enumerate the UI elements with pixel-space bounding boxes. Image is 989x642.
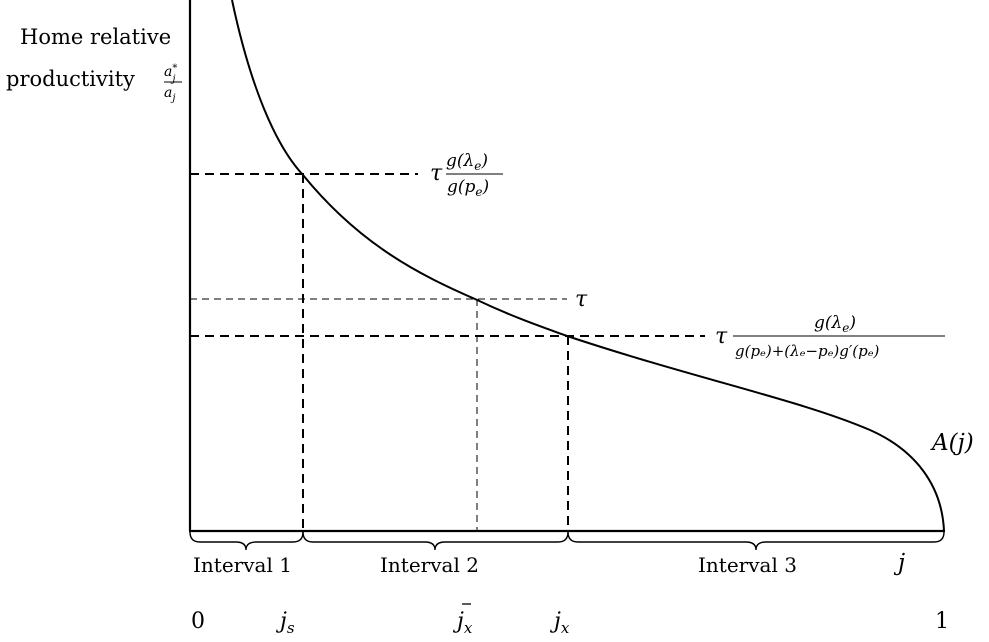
a-j-curve xyxy=(231,0,945,532)
curve-label: A(j) xyxy=(930,430,974,456)
lower-numerator: g(λe) xyxy=(814,313,856,335)
interval-3-brace xyxy=(567,531,945,551)
tick-one: 1 xyxy=(935,609,949,634)
upper-tau: τ xyxy=(430,161,443,186)
upper-denominator: g(pe) xyxy=(447,177,489,199)
middle-tau: τ xyxy=(575,287,588,312)
ratio-denominator: aj xyxy=(164,85,175,104)
ratio-numerator: a* j xyxy=(164,63,177,85)
tick-jx: jx xyxy=(549,609,570,637)
y-axis-label-line1: Home relative xyxy=(20,25,171,49)
lower-denominator: g(pₑ)+(λₑ−pₑ)g′(pₑ) xyxy=(735,342,880,360)
tick-jbar: jx xyxy=(452,603,473,637)
interval-2-label: Interval 2 xyxy=(380,553,479,577)
interval-2-brace xyxy=(302,531,569,551)
lower-threshold-label: τ g(λe) g(pₑ)+(λₑ−pₑ)g′(pₑ) xyxy=(715,313,945,360)
interval-3-label: Interval 3 xyxy=(698,553,797,577)
upper-threshold-label: τ g(λe) g(pe) xyxy=(430,151,503,199)
interval-1-brace xyxy=(189,531,304,551)
tick-zero: 0 xyxy=(191,609,205,634)
interval-1-label: Interval 1 xyxy=(193,553,292,577)
y-axis-label-line2: productivity xyxy=(6,67,135,91)
y-axis-label-ratio: a* j aj xyxy=(164,63,182,104)
upper-numerator: g(λe) xyxy=(446,151,488,173)
x-axis-variable: j xyxy=(893,550,905,576)
lower-tau: τ xyxy=(715,324,728,349)
tick-jbar-text: jx xyxy=(452,609,473,637)
tick-js: js xyxy=(275,609,295,637)
